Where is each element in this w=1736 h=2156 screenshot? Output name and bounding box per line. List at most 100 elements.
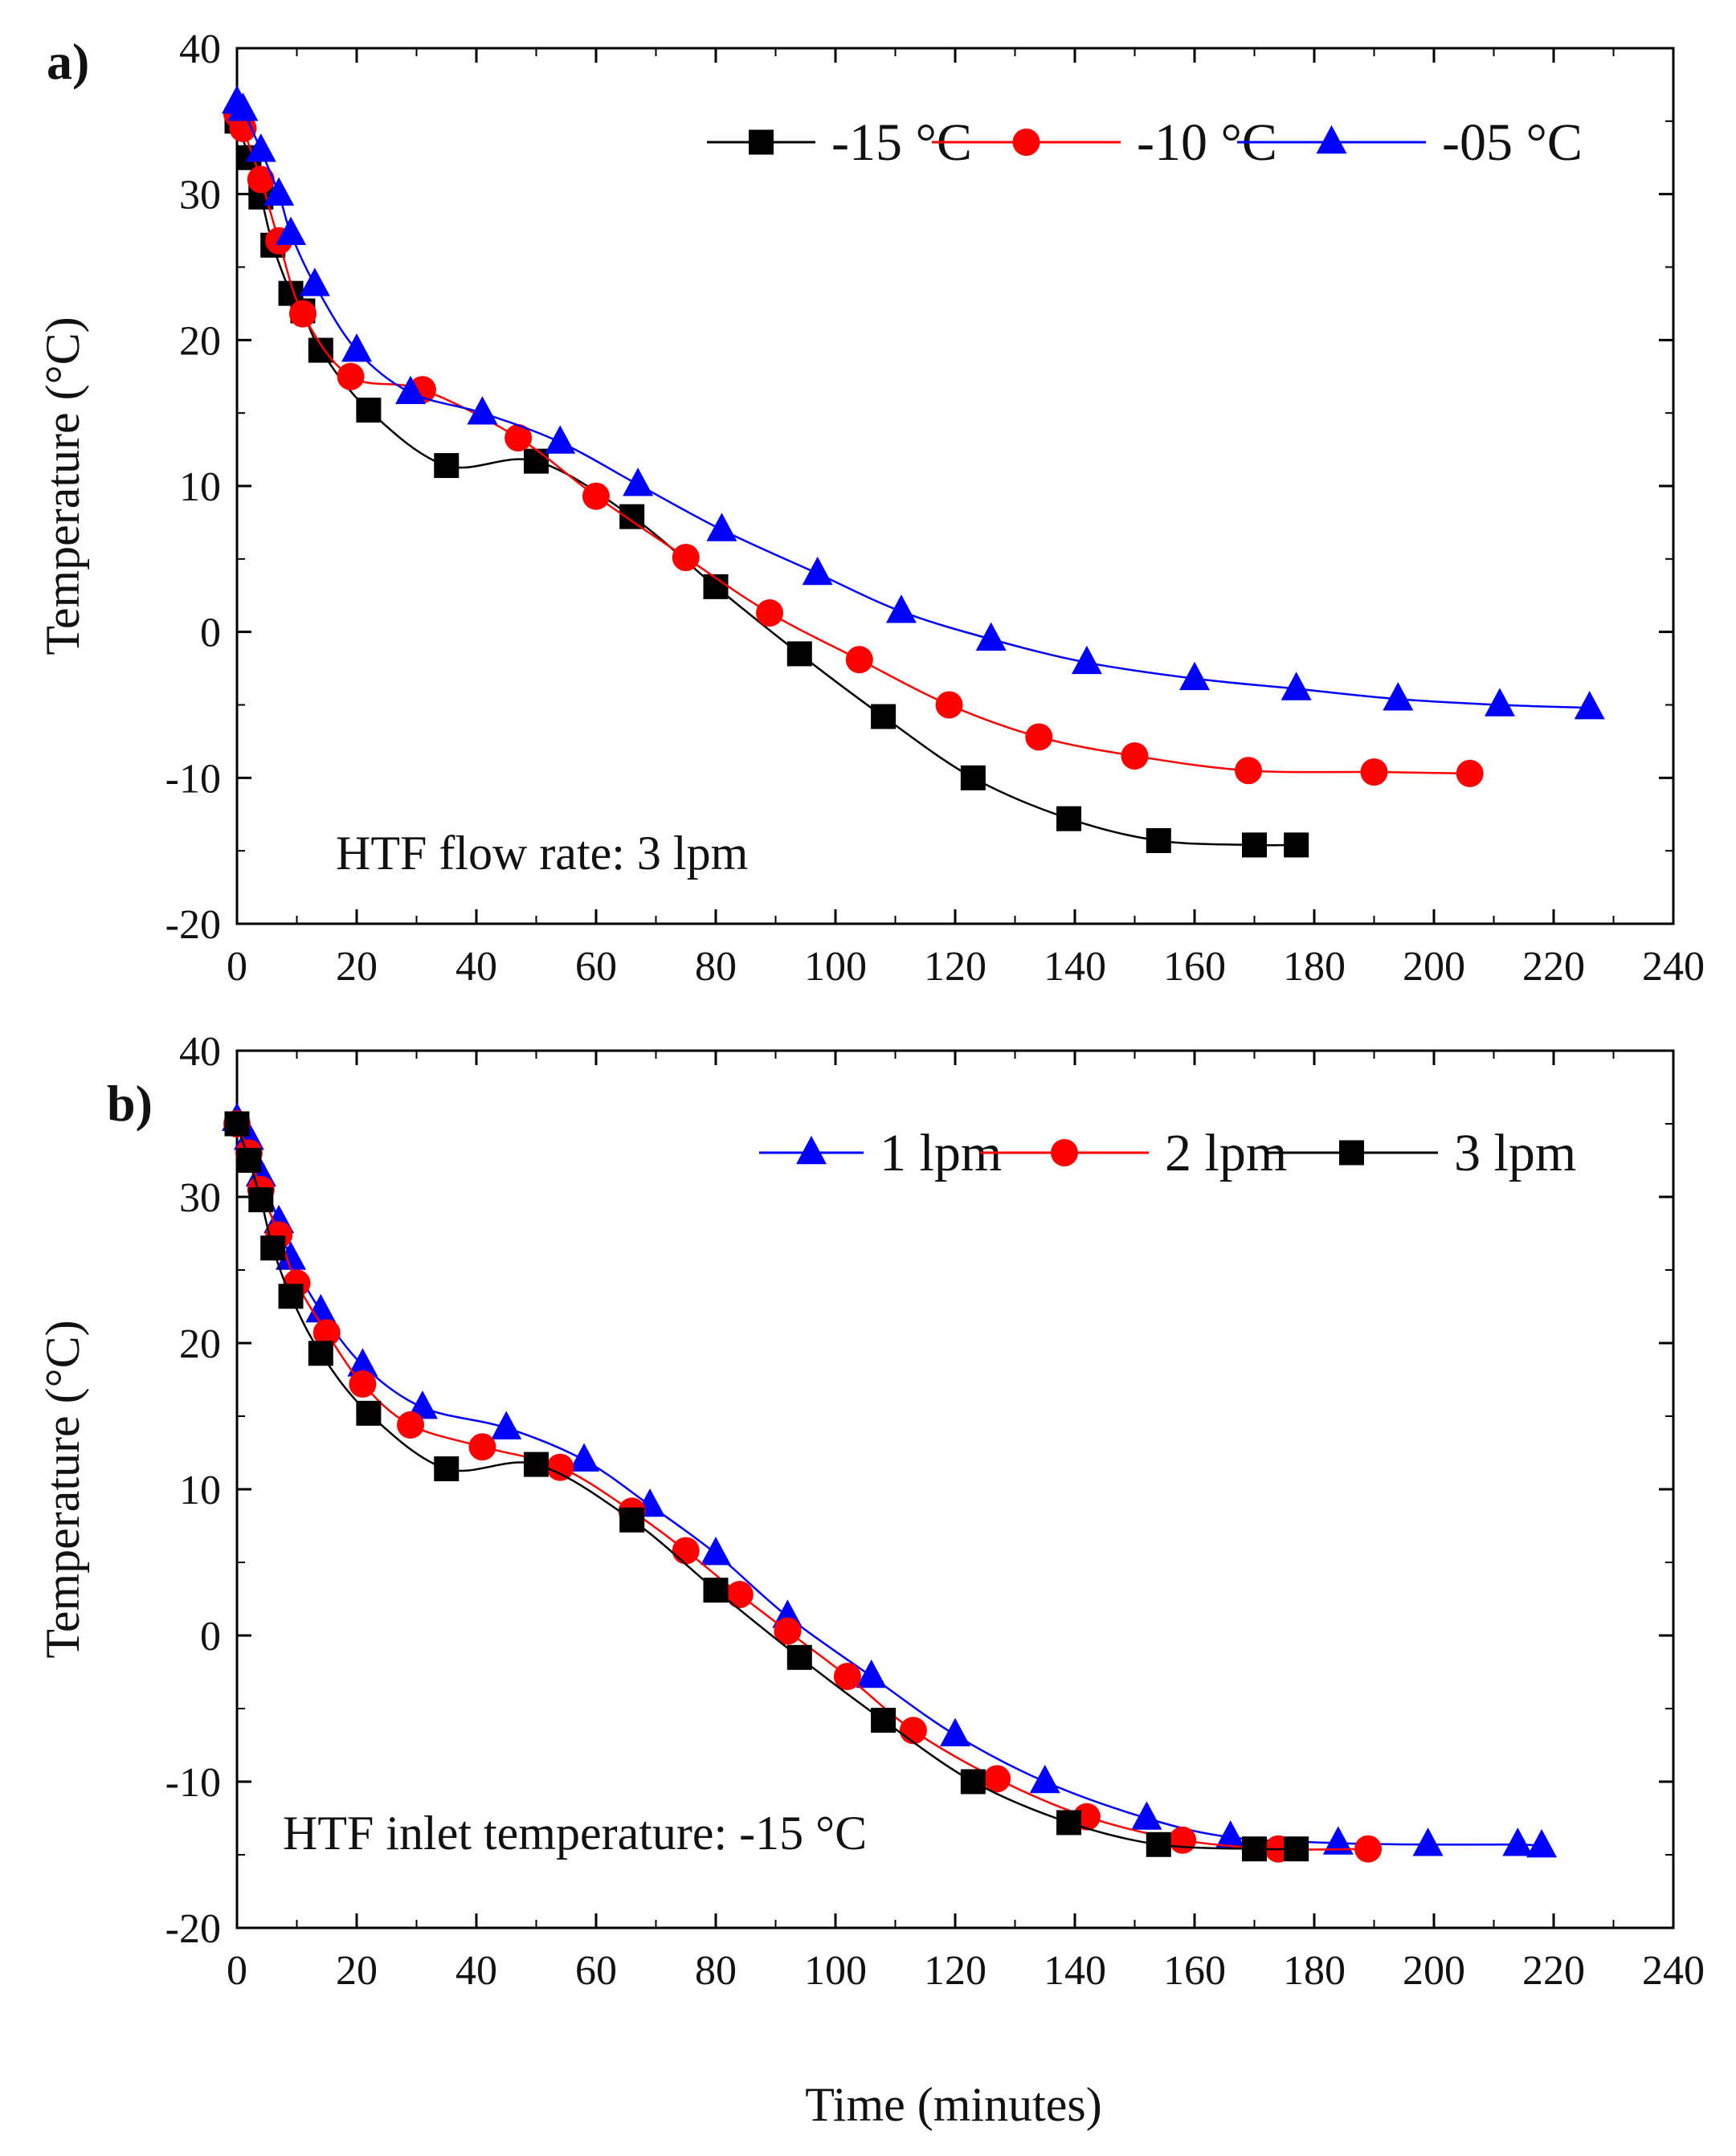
chart-panel-a: 0 20 40 60 80 100 120 140 160 180 200 220 240 -20 -10 0…	[36, 27, 1705, 990]
data-point	[1146, 827, 1171, 853]
data-point	[975, 622, 1007, 651]
panel-label: b)	[107, 1075, 153, 1132]
x-tick-label: 140	[1044, 944, 1106, 990]
data-point	[308, 337, 333, 363]
data-point	[983, 1765, 1011, 1793]
data-point	[491, 1411, 522, 1439]
data-point	[276, 216, 307, 245]
data-point	[278, 1284, 304, 1309]
y-tick-label: 20	[179, 318, 221, 364]
x-tick-label: 0	[227, 944, 247, 990]
y-tick-label: 30	[179, 173, 221, 218]
data-point	[1146, 1831, 1171, 1857]
chart-panels: 0 20 40 60 80 100 120 140 160 180 200 220 240-20-100…	[36, 27, 1705, 1994]
x-tick-label: 160	[1163, 944, 1226, 990]
x-tick-label: 220	[1522, 1948, 1585, 1994]
x-tick-label: 160	[1163, 1948, 1226, 1994]
data-point	[899, 1717, 927, 1745]
data-point	[1071, 645, 1102, 675]
chart-annotation: HTF inlet temperature: -15 °C	[283, 1807, 867, 1860]
x-tick-label: 240	[1642, 944, 1705, 990]
x-tick-label: 20	[336, 1948, 378, 1994]
data-point	[672, 1537, 700, 1565]
y-tick-label: 0	[200, 1614, 221, 1660]
panel-label: a)	[47, 33, 89, 90]
data-point	[1284, 832, 1309, 858]
data-point	[1025, 723, 1053, 751]
data-point	[1121, 742, 1149, 770]
data-point	[619, 504, 645, 529]
y-tick-label: -20	[165, 1906, 221, 1952]
data-point	[347, 1348, 378, 1377]
x-tick-label: 220	[1522, 944, 1585, 990]
legend-marker	[1339, 1140, 1364, 1166]
data-point	[1242, 832, 1267, 858]
x-tick-label: 100	[804, 944, 867, 990]
data-point	[524, 448, 549, 474]
data-point	[672, 544, 700, 572]
data-point	[227, 92, 259, 121]
data-point	[725, 1581, 754, 1609]
y-tick-label: 30	[179, 1175, 221, 1221]
data-point	[1169, 1826, 1197, 1854]
data-point	[885, 594, 917, 623]
x-tick-label: 180	[1283, 944, 1346, 990]
data-point	[1360, 758, 1388, 786]
data-point	[1029, 1764, 1060, 1794]
y-tick-label: 10	[179, 1468, 221, 1513]
data-point	[706, 512, 737, 541]
data-point	[569, 1443, 600, 1472]
data-point	[786, 1644, 812, 1670]
x-tick-label: 60	[575, 1948, 617, 1994]
data-point	[245, 133, 276, 162]
data-point	[1526, 1829, 1558, 1858]
y-axis-title: Temperature (°C)	[36, 316, 89, 655]
y-tick-label: 20	[179, 1321, 221, 1367]
y-tick-label: 40	[179, 1029, 221, 1075]
data-point	[940, 1717, 970, 1747]
x-tick-label: 40	[455, 944, 497, 990]
data-point	[468, 1433, 496, 1461]
data-point	[248, 1187, 274, 1213]
x-axis-title: Time (minutes)	[805, 2078, 1101, 2131]
y-tick-label: 10	[179, 464, 221, 510]
data-point	[786, 641, 812, 667]
data-point	[960, 765, 986, 790]
data-point	[1281, 672, 1312, 700]
data-point	[701, 1537, 731, 1566]
data-point	[774, 1617, 802, 1645]
data-point	[1502, 1827, 1534, 1856]
data-point	[1242, 1836, 1267, 1862]
data-point	[582, 482, 610, 510]
data-point	[1131, 1801, 1162, 1830]
data-point	[1412, 1827, 1444, 1856]
data-point	[1056, 806, 1082, 831]
data-point	[871, 1708, 897, 1733]
data-point	[260, 1235, 286, 1261]
data-point	[1235, 757, 1263, 785]
data-point	[871, 704, 897, 729]
legend-marker	[796, 1135, 827, 1165]
data-point	[288, 300, 317, 328]
y-tick-label: -10	[165, 756, 221, 802]
data-point	[356, 398, 382, 423]
legend: 1 lpm 2 lpm 3 lpm	[759, 1124, 1576, 1182]
data-point	[619, 1507, 645, 1533]
data-point	[305, 1293, 337, 1323]
y-tick-label: -10	[165, 1760, 221, 1806]
data-point	[434, 453, 460, 479]
data-point	[545, 425, 576, 454]
x-tick-label: 140	[1044, 1948, 1106, 1994]
data-point	[263, 177, 295, 206]
legend-marker	[1012, 129, 1040, 156]
data-point	[935, 691, 963, 719]
data-point	[756, 599, 784, 627]
x-tick-label: 60	[575, 944, 617, 990]
data-point	[356, 1400, 382, 1426]
data-point	[504, 424, 533, 452]
data-point	[546, 1453, 574, 1481]
x-tick-label: 40	[455, 1948, 497, 1994]
legend-label: 3 lpm	[1454, 1124, 1576, 1182]
data-point	[308, 1341, 333, 1366]
